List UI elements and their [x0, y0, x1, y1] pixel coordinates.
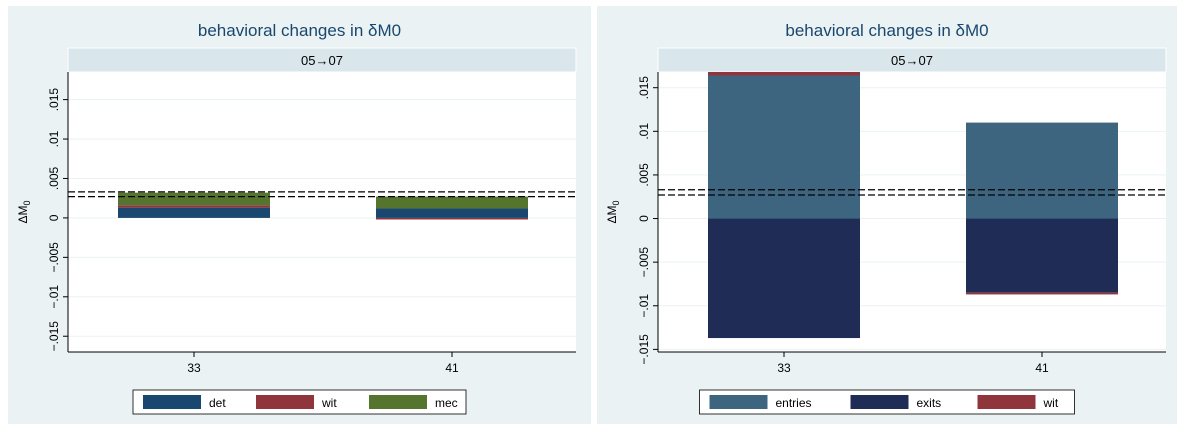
legend-swatch-entries — [709, 395, 768, 409]
y-tick-label: −.015 — [637, 334, 651, 365]
bar-exits-41 — [966, 218, 1118, 293]
y-axis-label-subscript: 0 — [611, 200, 621, 205]
y-tick-label: .015 — [637, 76, 651, 100]
chart-subtitle: 05→07 — [301, 53, 343, 68]
y-tick-label: .005 — [637, 163, 651, 187]
bar-wit-33 — [708, 72, 860, 76]
bar-mec-33 — [118, 192, 270, 206]
bar-entries-33 — [708, 75, 860, 219]
legend-label-exits: exits — [917, 396, 942, 410]
bar-wit-33 — [118, 205, 270, 208]
y-tick-label: .01 — [47, 130, 61, 147]
legend-label-det: det — [209, 396, 226, 410]
chart-panel-2: behavioral changes in δM0 05→07 −.015 −.01 −… — [597, 6, 1177, 424]
bar-entries-41 — [966, 122, 1118, 219]
x-tick-label: 33 — [777, 361, 791, 375]
legend-swatch-wit — [256, 395, 314, 409]
y-axis-label: ΔM0 — [605, 200, 621, 223]
y-axis-label-subscript: 0 — [22, 200, 32, 205]
y-tick-label: 0 — [47, 214, 61, 221]
legend-swatch-det — [143, 395, 201, 409]
legend: entries exits wit — [699, 389, 1075, 415]
chart-subtitle: 05→07 — [891, 53, 933, 68]
y-axis-label-main: ΔM — [605, 206, 619, 224]
y-tick-label: .01 — [637, 123, 651, 140]
y-tick-label: −.015 — [47, 321, 61, 352]
x-tick-label: 41 — [445, 361, 459, 375]
bar-det-41 — [376, 208, 528, 218]
legend-label-mec: mec — [435, 396, 458, 410]
y-tick-label: −.005 — [637, 247, 651, 278]
bar-exits-33 — [708, 218, 860, 339]
y-tick-label: −.01 — [47, 285, 61, 309]
bar-wit-41 — [376, 217, 528, 220]
y-axis-label-main: ΔM — [16, 206, 30, 224]
legend-swatch-mec — [369, 395, 427, 409]
legend: det wit mec — [132, 389, 467, 415]
y-tick-label: −.005 — [47, 242, 61, 273]
chart-title: behavioral changes in δM0 — [198, 21, 401, 40]
bar-wit-41 — [966, 292, 1118, 295]
bar-mec-41 — [376, 196, 528, 209]
y-tick-label: .005 — [47, 166, 61, 190]
bar-det-33 — [118, 207, 270, 218]
subtitle-strip — [67, 47, 577, 73]
y-tick-label: .015 — [47, 88, 61, 112]
y-axis-label: ΔM0 — [16, 200, 32, 223]
subtitle-strip — [657, 47, 1167, 73]
chart-panel-1: behavioral changes in δM0 05→07 −.015 −.01 −… — [8, 6, 591, 424]
legend-label-wit: wit — [1043, 396, 1059, 410]
legend-label-entries: entries — [776, 396, 812, 410]
x-tick-label: 33 — [187, 361, 201, 375]
legend-swatch-wit — [977, 395, 1036, 409]
chart-title: behavioral changes in δM0 — [785, 21, 988, 40]
x-tick-label: 41 — [1035, 361, 1049, 375]
legend-swatch-exits — [850, 395, 909, 409]
y-tick-label: 0 — [637, 215, 651, 222]
y-tick-label: −.01 — [637, 294, 651, 318]
legend-label-wit: wit — [321, 396, 337, 410]
